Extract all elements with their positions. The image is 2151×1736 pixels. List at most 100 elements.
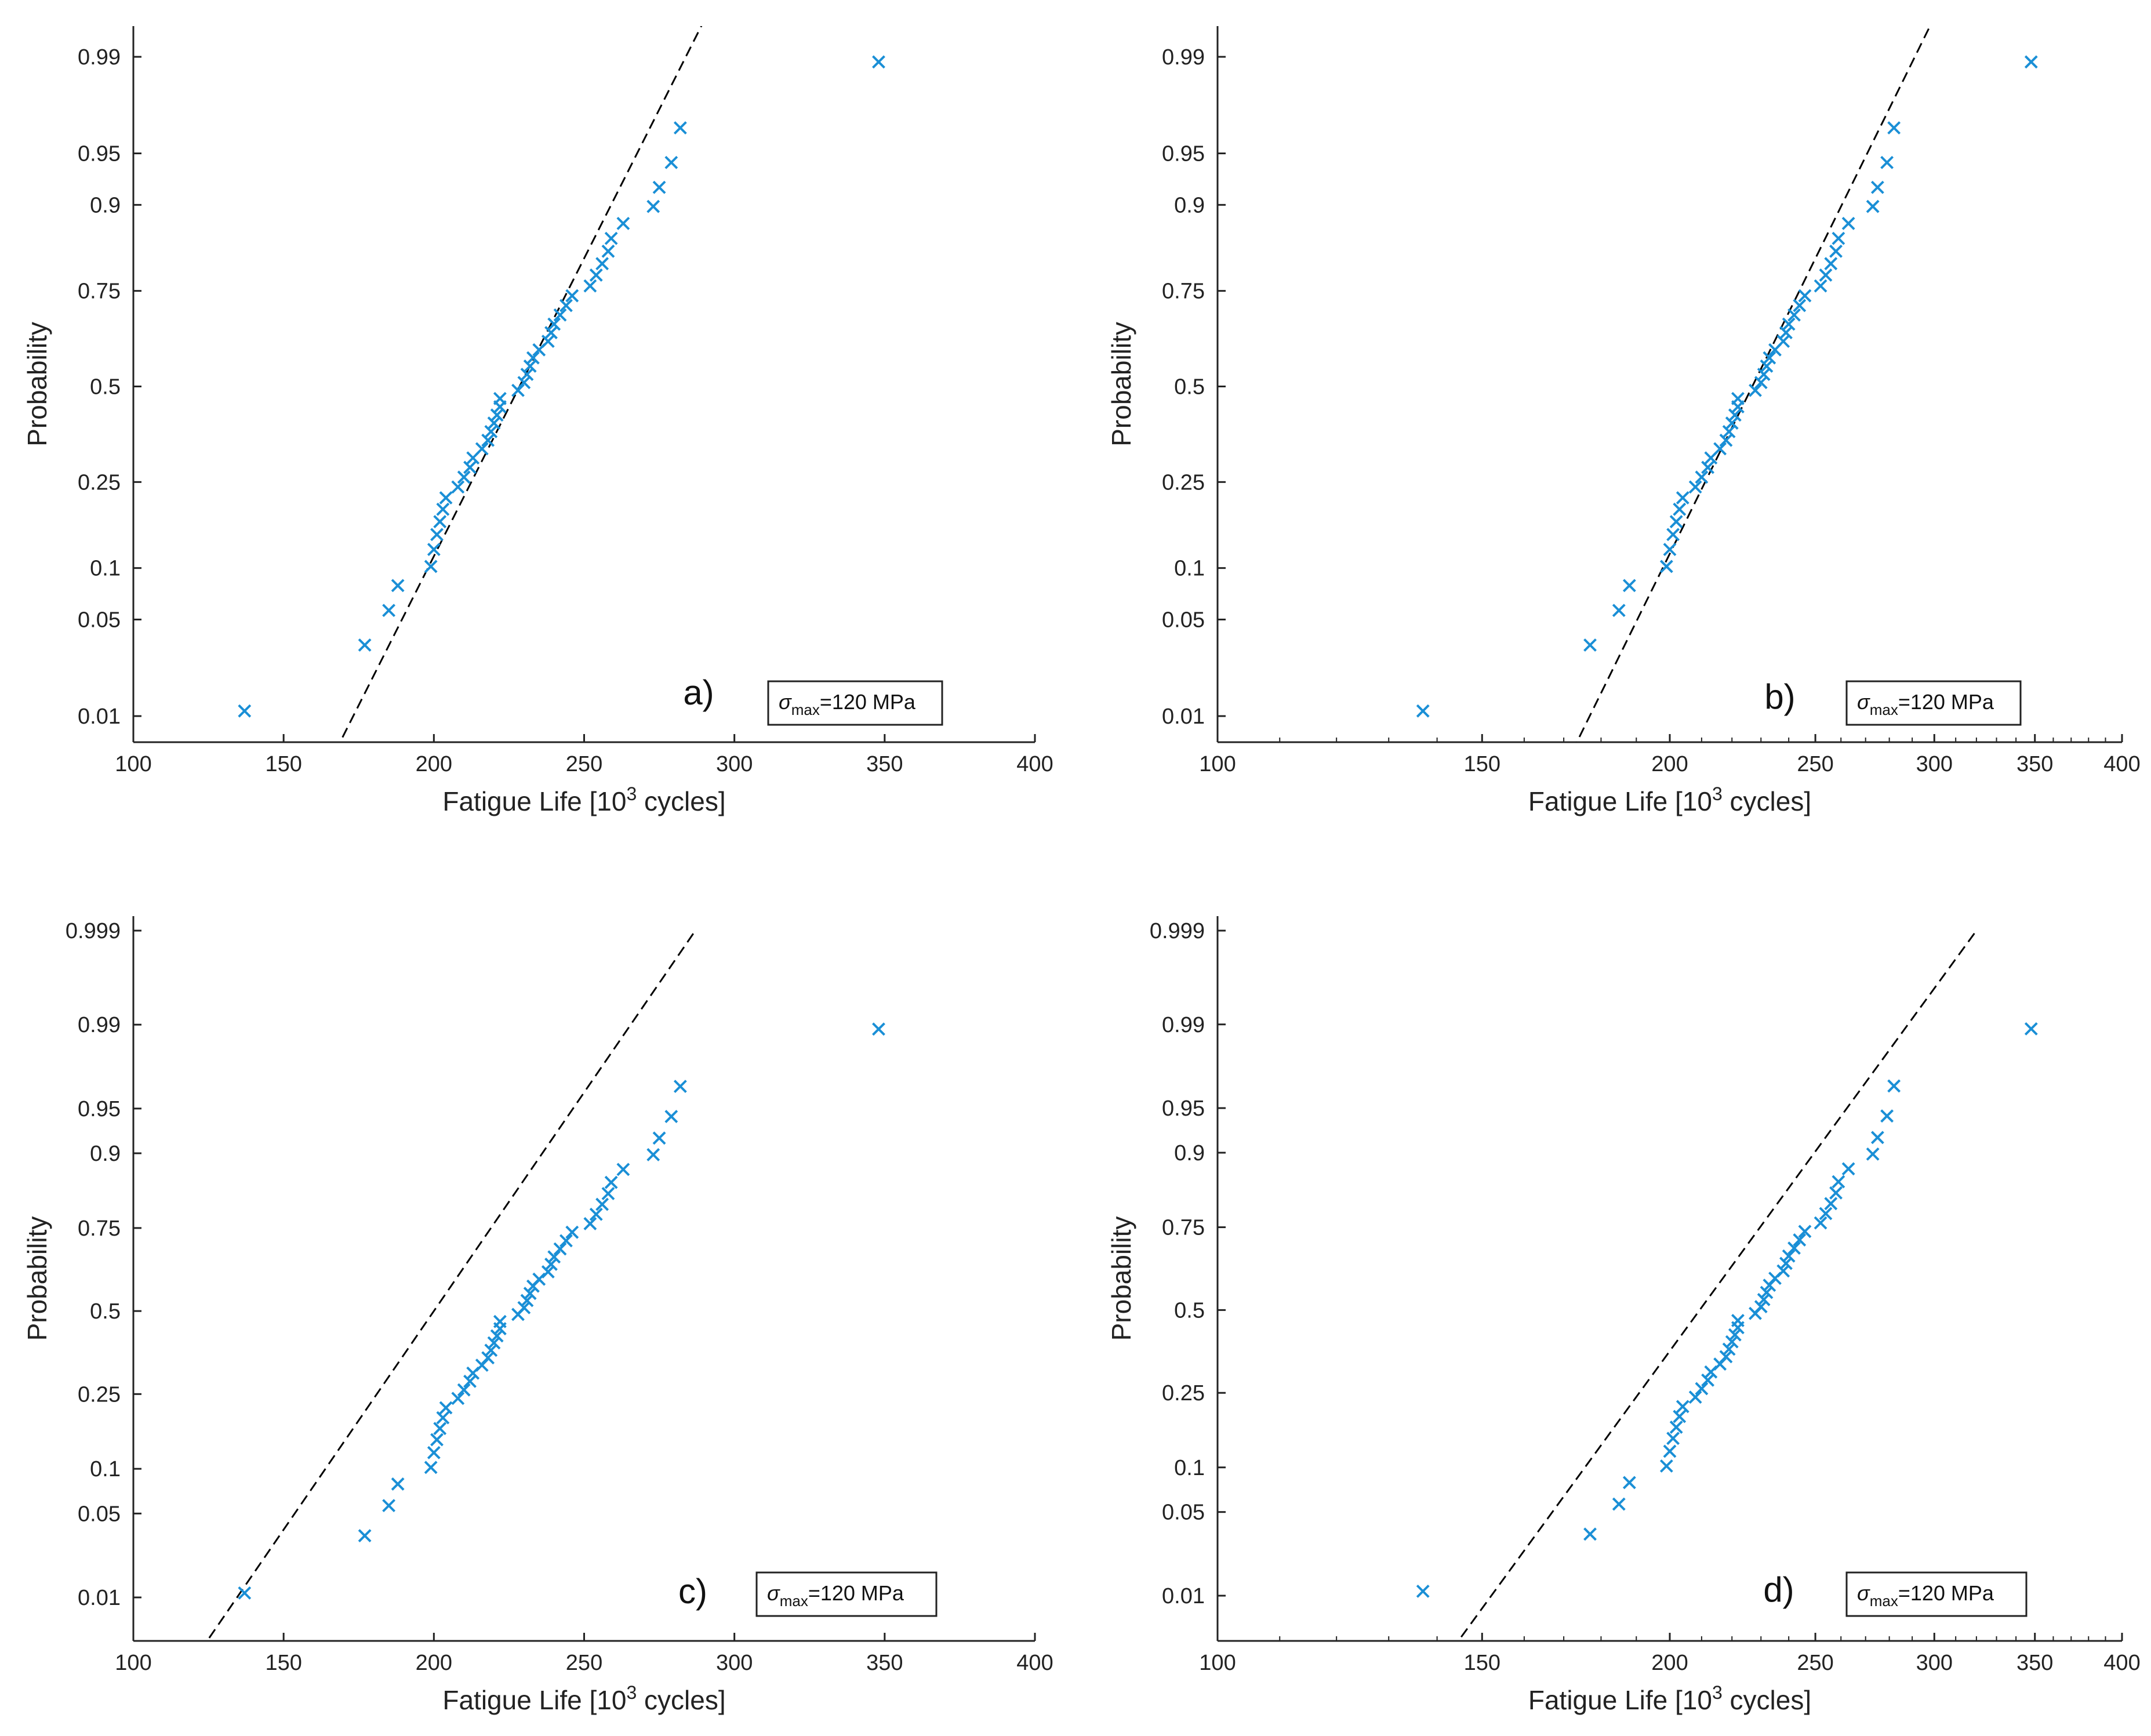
data-point-stroke — [1673, 1410, 1687, 1423]
y-tick-label: 0.5 — [1174, 375, 1205, 400]
y-tick-label: 0.999 — [66, 919, 121, 943]
data-point — [451, 480, 465, 494]
data-point-stroke — [589, 1207, 603, 1221]
x-axis-label: Fatigue Life [103 cycles] — [442, 783, 725, 816]
data-point — [1673, 1410, 1687, 1423]
data-point — [1798, 1225, 1812, 1239]
data-point — [1754, 1300, 1768, 1313]
y-tick-label: 0.25 — [1162, 1381, 1205, 1405]
data-point-stroke — [427, 1446, 441, 1459]
data-point — [1622, 1476, 1636, 1490]
data-point — [595, 1197, 609, 1211]
data-point — [1779, 1256, 1793, 1270]
plot-area — [1416, 26, 2038, 742]
data-point — [1793, 299, 1807, 313]
data-point — [1749, 383, 1762, 397]
data-point-stroke — [673, 1080, 687, 1094]
x-tick-label: 350 — [2016, 752, 2053, 776]
data-point — [1659, 560, 1673, 573]
data-point — [547, 317, 561, 331]
data-point — [646, 1147, 660, 1161]
fit-line — [339, 26, 703, 742]
data-point-stroke — [1612, 1497, 1626, 1511]
data-point-stroke — [1866, 199, 1880, 213]
x-tick-label: 200 — [1651, 752, 1688, 776]
data-point — [1663, 543, 1677, 557]
data-point-stroke — [1701, 460, 1714, 474]
data-point — [463, 460, 477, 474]
data-point — [1666, 1432, 1680, 1446]
data-point — [517, 1301, 531, 1314]
data-point — [424, 560, 438, 573]
data-point-stroke — [520, 368, 534, 382]
data-point-stroke — [553, 1242, 567, 1256]
x-tick-label: 150 — [265, 1651, 301, 1675]
data-point-stroke — [1880, 1109, 1894, 1123]
data-point — [487, 1336, 501, 1350]
data-point-stroke — [601, 244, 615, 258]
data-point-stroke — [604, 231, 618, 245]
data-point — [1666, 528, 1680, 542]
data-point — [457, 1383, 471, 1397]
data-point — [1776, 335, 1790, 348]
data-point-stroke — [1663, 543, 1677, 557]
data-point-stroke — [439, 1401, 453, 1415]
stress-box — [767, 680, 943, 726]
data-point — [1416, 1584, 1430, 1598]
data-point — [652, 1131, 666, 1145]
data-point — [2024, 1022, 2038, 1036]
data-point — [382, 604, 395, 618]
data-point — [1701, 1373, 1714, 1387]
data-point-stroke — [1870, 1131, 1884, 1145]
data-point-stroke — [520, 1294, 534, 1308]
data-point — [1688, 480, 1702, 494]
data-point — [872, 55, 885, 69]
data-point-stroke — [616, 1163, 630, 1176]
data-point — [490, 1329, 504, 1343]
data-point-stroke — [490, 1329, 504, 1343]
data-point-stroke — [872, 55, 885, 69]
data-point — [1824, 1197, 1838, 1211]
data-point-stroke — [433, 515, 447, 529]
data-point — [1887, 1079, 1901, 1093]
y-tick-label: 0.1 — [1174, 1456, 1205, 1480]
data-point-stroke — [1719, 1350, 1733, 1364]
data-point — [583, 279, 597, 293]
y-tick-label: 0.75 — [78, 1216, 121, 1241]
data-point — [1583, 638, 1597, 652]
data-point-stroke — [1583, 1527, 1597, 1541]
data-point-stroke — [646, 1147, 660, 1161]
data-point-stroke — [1725, 416, 1739, 430]
data-point-stroke — [1688, 1390, 1702, 1404]
data-point-stroke — [1887, 1079, 1901, 1093]
data-point-stroke — [601, 1187, 615, 1200]
data-point — [1819, 1207, 1833, 1221]
data-point — [1722, 424, 1736, 438]
data-point-stroke — [604, 1175, 618, 1189]
data-point — [1757, 368, 1771, 382]
x-tick-label: 400 — [2103, 1651, 2140, 1675]
y-tick-label: 0.1 — [90, 557, 121, 581]
data-point-stroke — [1841, 1162, 1855, 1176]
data-point-stroke — [1688, 480, 1702, 494]
data-point — [484, 1343, 498, 1357]
x-tick-label: 100 — [1199, 752, 1236, 776]
data-point — [1760, 1285, 1774, 1299]
data-point-stroke — [583, 1217, 597, 1230]
data-point — [1725, 1335, 1739, 1349]
data-point-stroke — [1887, 121, 1901, 135]
data-point-stroke — [238, 704, 252, 718]
x-tick-label: 100 — [115, 752, 151, 776]
data-point — [424, 1461, 438, 1474]
data-point — [1760, 359, 1774, 373]
data-point — [1779, 326, 1793, 340]
data-point — [616, 1163, 630, 1176]
data-point-stroke — [1659, 1459, 1673, 1473]
data-point — [1787, 1241, 1801, 1255]
data-point — [1782, 1249, 1796, 1263]
data-point-stroke — [1870, 180, 1884, 194]
data-point-stroke — [463, 1374, 477, 1388]
x-tick-label: 250 — [566, 752, 602, 776]
data-point — [475, 442, 489, 456]
